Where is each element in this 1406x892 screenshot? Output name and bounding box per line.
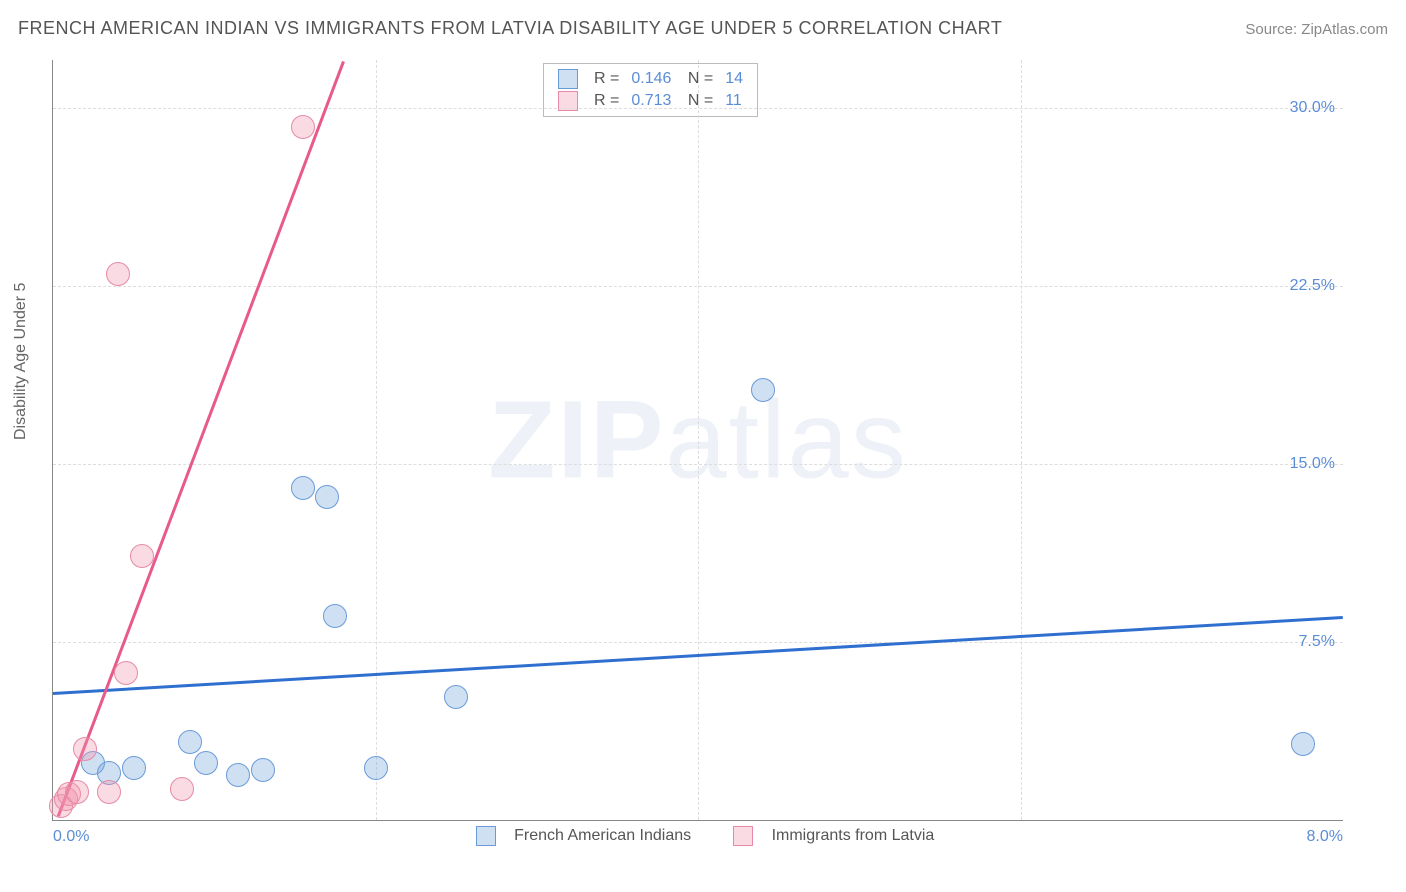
data-point xyxy=(122,756,146,780)
plot-area: ZIPatlas R = 0.146 N = 14R = 0.713 N = 1… xyxy=(52,60,1343,821)
data-point xyxy=(444,685,468,709)
y-axis-label: Disability Age Under 5 xyxy=(12,283,30,440)
gridline-v xyxy=(1021,60,1022,820)
series-legend: French American Indians Immigrants from … xyxy=(53,826,1343,846)
data-point xyxy=(130,544,154,568)
gridline-v xyxy=(376,60,377,820)
legend-item: Immigrants from Latvia xyxy=(719,827,934,844)
data-point xyxy=(1291,732,1315,756)
y-tick-label: 7.5% xyxy=(1299,633,1335,651)
data-point xyxy=(364,756,388,780)
x-tick-label: 8.0% xyxy=(1307,828,1343,846)
y-tick-label: 22.5% xyxy=(1290,277,1335,295)
chart-title: FRENCH AMERICAN INDIAN VS IMMIGRANTS FRO… xyxy=(18,18,1002,39)
gridline-v xyxy=(698,60,699,820)
source: Source: ZipAtlas.com xyxy=(1245,21,1388,38)
stats-row: R = 0.146 N = 14 xyxy=(552,68,749,90)
stats-legend: R = 0.146 N = 14R = 0.713 N = 11 xyxy=(543,63,758,117)
data-point xyxy=(315,485,339,509)
data-point xyxy=(65,780,89,804)
y-tick-label: 15.0% xyxy=(1290,455,1335,473)
legend-item: French American Indians xyxy=(462,827,691,844)
source-label: Source: xyxy=(1245,21,1301,38)
header: FRENCH AMERICAN INDIAN VS IMMIGRANTS FRO… xyxy=(18,18,1388,39)
stats-row: R = 0.713 N = 11 xyxy=(552,90,749,112)
data-point xyxy=(751,378,775,402)
data-point xyxy=(114,661,138,685)
data-point xyxy=(291,476,315,500)
data-point xyxy=(73,737,97,761)
data-point xyxy=(170,777,194,801)
data-point xyxy=(323,604,347,628)
data-point xyxy=(194,751,218,775)
x-tick-label: 0.0% xyxy=(53,828,89,846)
data-point xyxy=(226,763,250,787)
data-point xyxy=(251,758,275,782)
data-point xyxy=(178,730,202,754)
y-tick-label: 30.0% xyxy=(1290,99,1335,117)
source-link[interactable]: ZipAtlas.com xyxy=(1301,21,1388,38)
trend-line xyxy=(57,61,345,817)
data-point xyxy=(291,115,315,139)
data-point xyxy=(106,262,130,286)
data-point xyxy=(97,780,121,804)
